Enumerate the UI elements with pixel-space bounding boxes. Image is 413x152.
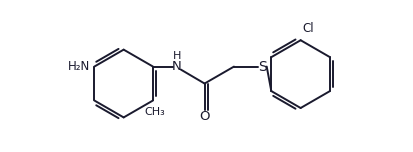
Text: H₂N: H₂N [68,60,90,73]
Text: N: N [172,60,182,73]
Text: Cl: Cl [302,22,314,35]
Text: O: O [199,110,210,123]
Text: H: H [173,51,181,61]
Text: S: S [258,60,266,74]
Text: CH₃: CH₃ [145,107,165,117]
